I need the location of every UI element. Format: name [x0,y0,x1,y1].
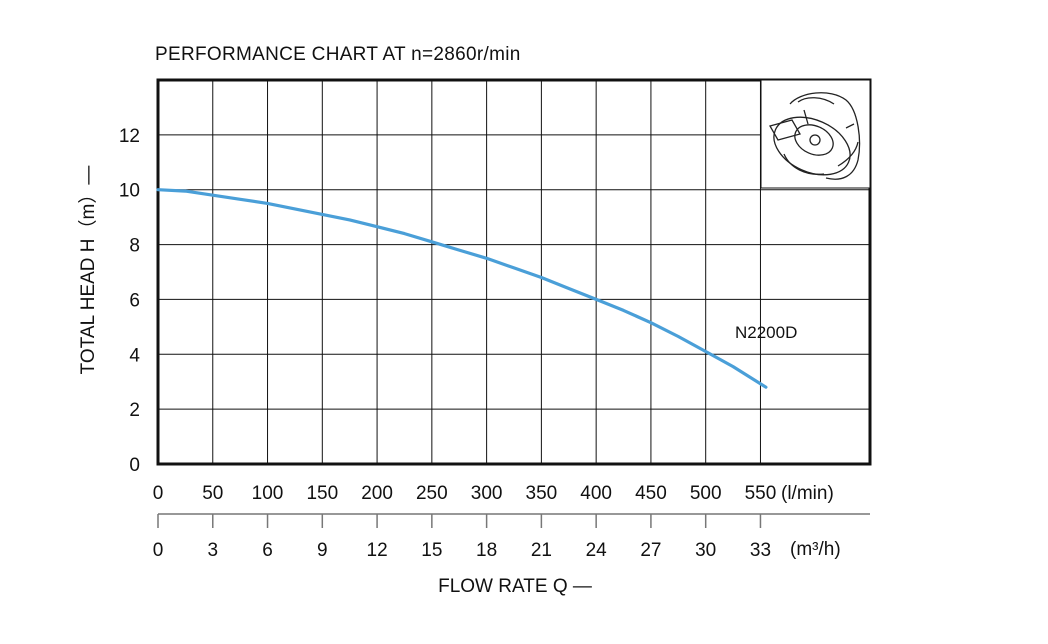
x-tick-label-m3h: 33 [750,540,771,561]
y-tick-label: 6 [129,290,140,311]
y-tick-label: 2 [129,400,140,421]
x-tick-label-m3h: 15 [421,540,442,561]
x-unit-m3h: (m³/h) [790,539,841,560]
x-tick-label-m3h: 6 [262,540,273,561]
y-tick-label: 4 [129,345,140,366]
x-axis-m3h [157,513,870,528]
x-tick-label-m3h: 30 [695,540,716,561]
x-tick-label-m3h: 9 [317,540,328,561]
x-tick-label-lmin: 0 [153,483,164,504]
x-tick-label-lmin: 300 [471,483,503,504]
chart-title: PERFORMANCE CHART AT n=2860r/min [155,44,521,65]
x-tick-label-m3h: 0 [153,540,164,561]
y-tick-label: 8 [129,236,140,257]
y-tick-label: 12 [119,126,140,147]
x-unit-lmin: (l/min) [781,483,834,504]
x-ticks-m3h: 0 3 6 9 12 15 18 21 24 27 30 33 [153,540,771,561]
series-label-n2200d: N2200D [735,323,797,342]
x-tick-label-m3h: 21 [531,540,552,561]
x-tick-label-lmin: 250 [416,483,448,504]
x-tick-label-lmin: 400 [580,483,612,504]
plot-frame [156,78,872,466]
x-tick-label-m3h: 27 [640,540,661,561]
y-axis-label: TOTAL HEAD H（m）— [77,166,99,375]
x-ticks-lmin: 0 50 100 150 200 250 300 350 400 450 500 550 [153,483,777,504]
y-tick-label: 0 [129,455,140,476]
y-ticks: 0 2 4 6 8 10 12 [119,126,141,476]
x-tick-label-lmin: 450 [635,483,667,504]
x-tick-label-lmin: 100 [252,483,284,504]
x-tick-label-lmin: 150 [306,483,338,504]
x-tick-label-lmin: 50 [202,483,223,504]
x-tick-label-lmin: 550 [745,483,777,504]
x-tick-label-m3h: 3 [207,540,218,561]
x-tick-label-m3h: 18 [476,540,497,561]
x-tick-label-m3h: 24 [586,540,608,561]
pump-impeller-icon [760,79,871,189]
x-tick-label-lmin: 200 [361,483,393,504]
x-tick-label-m3h: 12 [367,540,388,561]
x-tick-label-lmin: 350 [526,483,558,504]
grid-lines [158,80,870,464]
x-tick-label-lmin: 500 [690,483,722,504]
x-axis-label: FLOW RATE Q — [438,576,592,597]
series-line-n2200d [156,188,768,389]
y-tick-label: 10 [119,181,140,202]
